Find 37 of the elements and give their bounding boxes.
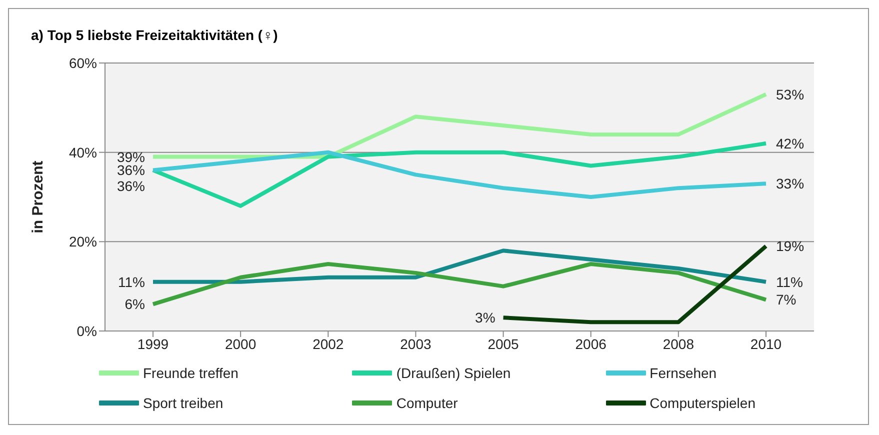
line-series [151, 150, 768, 199]
x-tick-label: 2003 [400, 336, 432, 352]
data-label: 36% [116, 162, 145, 178]
y-axis-title: in Prozent [29, 160, 46, 234]
line-series [151, 262, 768, 306]
x-tick-label: 2002 [312, 336, 344, 352]
legend-label: (Draußen) Spielen [396, 365, 511, 381]
data-label: 11% [776, 274, 803, 290]
data-label: 33% [776, 176, 804, 192]
x-tick-label: 1999 [137, 336, 169, 352]
y-tick-label: 40% [68, 144, 97, 160]
data-label: 53% [776, 86, 804, 102]
x-tick-label: 2005 [488, 336, 520, 352]
legend-label: Fernsehen [650, 365, 717, 381]
y-tick-label: 20% [68, 234, 97, 250]
x-tick-label: 2006 [575, 336, 607, 352]
legend-label: Computer [396, 395, 458, 411]
legend-label: Sport treiben [143, 395, 224, 411]
line-series [151, 141, 768, 208]
legend-label: Computerspielen [650, 395, 756, 411]
line-series [151, 248, 768, 284]
data-label: 11% [118, 274, 145, 290]
data-label: 42% [776, 135, 804, 152]
y-tick-label: 60% [68, 54, 97, 71]
x-tick-label: 2008 [662, 336, 694, 352]
data-label: 3% [475, 310, 496, 326]
chart-title: a) Top 5 liebste Freizeitaktivitäten (♀) [30, 26, 279, 43]
data-label: 6% [124, 296, 145, 312]
data-label: 36% [116, 178, 145, 194]
y-tick-label: 0% [76, 322, 97, 339]
legend-label: Freunde treffen [143, 365, 238, 381]
data-label: 39% [116, 148, 145, 165]
data-label: 7% [776, 292, 796, 308]
x-tick-label: 2000 [224, 336, 256, 352]
data-label: 19% [776, 238, 804, 254]
x-tick-label: 2010 [750, 336, 782, 352]
line-series [151, 92, 768, 159]
